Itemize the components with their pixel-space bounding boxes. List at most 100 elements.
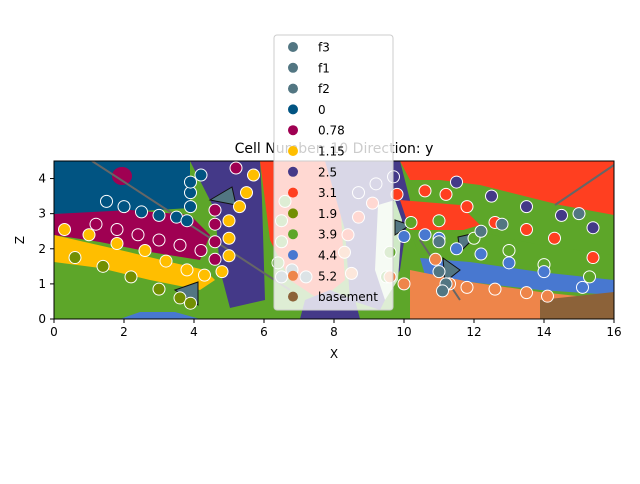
data-point-2_5-5 bbox=[520, 200, 533, 214]
data-point-4_4-6 bbox=[537, 265, 551, 279]
data-point-3_9-7 bbox=[432, 214, 446, 228]
data-point-0-5 bbox=[180, 214, 194, 228]
data-point-0_78-2 bbox=[131, 228, 145, 242]
layer-4.4-right bbox=[420, 258, 614, 295]
legend-box bbox=[273, 34, 394, 311]
data-point-0_78-9 bbox=[208, 203, 222, 217]
data-point-1_15-6 bbox=[198, 268, 211, 282]
data-point-f3-0 bbox=[432, 265, 446, 279]
legend-marker-5_2 bbox=[288, 270, 298, 281]
x-tick-label: 4 bbox=[190, 325, 198, 339]
x-tick-label: 2 bbox=[120, 325, 128, 339]
data-point-3_1-5 bbox=[439, 187, 453, 201]
y-tick-label: 3 bbox=[38, 207, 46, 221]
x-axis-label: X bbox=[330, 347, 338, 361]
data-point-1_9-0 bbox=[68, 251, 82, 265]
data-point-5_2-8 bbox=[520, 286, 533, 300]
data-point-2_5-7 bbox=[586, 221, 600, 235]
legend-label: f1 bbox=[318, 61, 330, 75]
data-point-f1-3 bbox=[572, 207, 586, 221]
layer-4.4-bottom bbox=[120, 312, 200, 319]
data-point-3_1-9 bbox=[548, 231, 561, 245]
data-point-0_78-1 bbox=[110, 222, 124, 236]
legend: f3 f1 f2 0 0.78 1.15 2.5 3.1 1.9 3.9 4.4 5.2 basemen… bbox=[273, 34, 394, 311]
data-point-4_4-7 bbox=[576, 280, 589, 294]
layer-basement bbox=[540, 292, 614, 319]
legend-label: 1.15 bbox=[318, 145, 345, 159]
data-point-3_1-10 bbox=[586, 251, 600, 265]
data-point-5_2-9 bbox=[541, 289, 554, 303]
data-point-5_2-3 bbox=[397, 277, 411, 291]
legend-marker-f3 bbox=[288, 42, 298, 52]
x-tick-label: 16 bbox=[606, 325, 621, 339]
y-tick-label: 1 bbox=[38, 277, 46, 291]
orientation-arrow-2 bbox=[208, 186, 237, 206]
layer-0.78-patch bbox=[112, 167, 132, 185]
data-point-0-6 bbox=[184, 200, 197, 214]
data-point-1_15-5 bbox=[180, 263, 194, 277]
data-point-1_9-4 bbox=[173, 291, 187, 305]
legend-label: 2.5 bbox=[318, 165, 337, 179]
legend-label: 3.9 bbox=[318, 228, 337, 242]
data-point-1_15-9 bbox=[222, 231, 236, 245]
legend-marker-2_5 bbox=[288, 166, 298, 177]
data-point-1_9-3 bbox=[152, 282, 166, 296]
x-tick-label: 12 bbox=[466, 325, 481, 339]
x-tick-label: 6 bbox=[260, 325, 268, 339]
layer-0 bbox=[54, 161, 190, 214]
x-axis-ticks: 0 2 4 6 8 10 12 14 16 bbox=[50, 319, 622, 339]
data-point-f1-1 bbox=[474, 224, 488, 238]
data-point-5_2-6 bbox=[460, 280, 474, 294]
data-point-5_2-4 bbox=[429, 252, 442, 266]
data-point-0-1 bbox=[117, 200, 131, 214]
y-tick-label: 4 bbox=[38, 172, 46, 186]
data-point-1_15-10 bbox=[222, 214, 236, 228]
data-point-4_4-4 bbox=[474, 247, 488, 261]
legend-label: f3 bbox=[318, 41, 330, 55]
data-point-3_9-11 bbox=[583, 270, 596, 284]
data-point-f1-2 bbox=[495, 217, 509, 231]
legend-label: 1.9 bbox=[318, 207, 337, 221]
legend-label: f2 bbox=[318, 82, 330, 96]
data-point-0_78-5 bbox=[194, 244, 208, 258]
legend-marker-4_4 bbox=[288, 250, 298, 260]
data-point-3_9-6 bbox=[404, 215, 418, 229]
legend-label: basement bbox=[318, 290, 378, 304]
legend-marker-3_1 bbox=[288, 187, 298, 198]
data-point-0_78-8 bbox=[208, 217, 222, 231]
legend-marker-0_78 bbox=[288, 125, 298, 136]
data-point-f3-2 bbox=[436, 284, 449, 298]
legend-marker-3_9 bbox=[288, 229, 298, 240]
legend-marker-1_15 bbox=[288, 146, 298, 156]
x-tick-label: 10 bbox=[396, 325, 411, 339]
x-tick-label: 14 bbox=[536, 325, 551, 339]
x-tick-label: 0 bbox=[50, 325, 58, 339]
data-point-0-3 bbox=[152, 208, 166, 222]
data-point-4_4-3 bbox=[450, 242, 463, 256]
data-point-4_4-0 bbox=[397, 229, 411, 243]
data-point-0_78-3 bbox=[152, 233, 166, 247]
data-point-2_5-3 bbox=[450, 175, 463, 189]
data-point-0-8 bbox=[184, 175, 197, 189]
data-point-0-9 bbox=[194, 168, 208, 182]
data-point-0-2 bbox=[135, 205, 148, 219]
data-point-1_15-0 bbox=[58, 222, 71, 236]
legend-marker-0 bbox=[288, 104, 298, 115]
y-tick-label: 2 bbox=[38, 242, 46, 256]
data-point-1_15-1 bbox=[82, 228, 96, 242]
data-point-3_9-9 bbox=[502, 244, 516, 258]
data-point-3_1-8 bbox=[520, 222, 533, 236]
layer-1.15-left bbox=[54, 235, 215, 290]
y-axis-ticks: 0 1 2 3 4 bbox=[38, 172, 54, 326]
data-point-4_4-5 bbox=[502, 256, 516, 270]
data-point-1_9-5 bbox=[184, 296, 197, 310]
data-point-1_15-7 bbox=[215, 265, 229, 279]
data-point-2_5-4 bbox=[485, 189, 498, 203]
data-point-5_2-7 bbox=[488, 282, 502, 296]
data-point-1_15-12 bbox=[240, 186, 253, 200]
legend-marker-f2 bbox=[288, 83, 298, 94]
data-point-3_1-4 bbox=[418, 184, 432, 198]
legend-marker-basement bbox=[288, 291, 298, 302]
data-point-0_78-10 bbox=[229, 161, 243, 175]
